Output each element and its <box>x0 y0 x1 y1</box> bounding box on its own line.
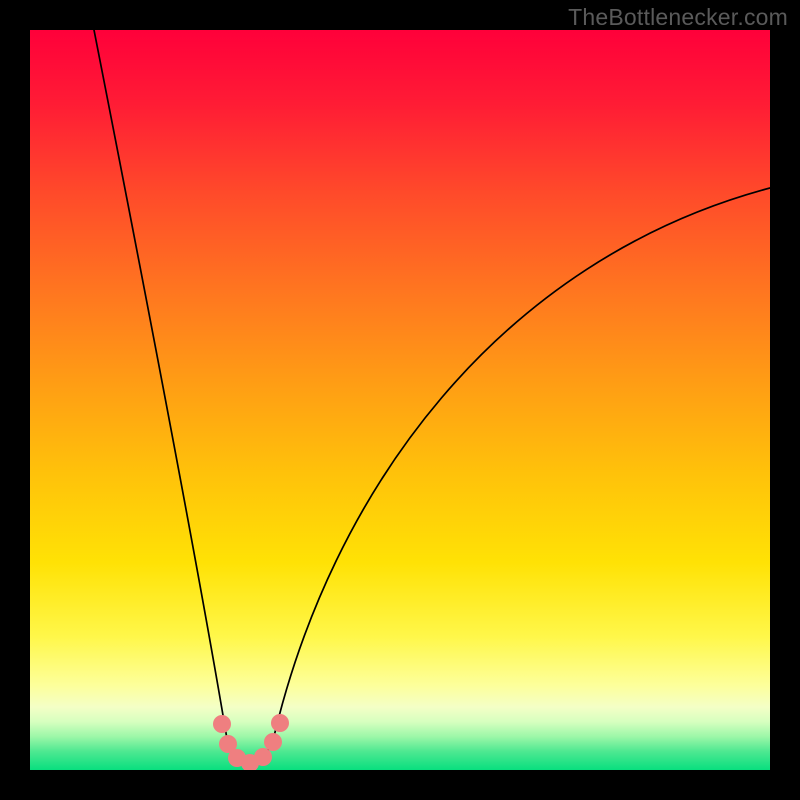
watermark-text: TheBottlenecker.com <box>568 4 788 31</box>
chart-background <box>30 30 770 770</box>
trough-marker <box>272 715 289 732</box>
bottleneck-chart <box>30 30 770 770</box>
trough-marker <box>214 716 231 733</box>
trough-marker <box>265 734 282 751</box>
chart-svg <box>30 30 770 770</box>
trough-marker <box>255 749 272 766</box>
